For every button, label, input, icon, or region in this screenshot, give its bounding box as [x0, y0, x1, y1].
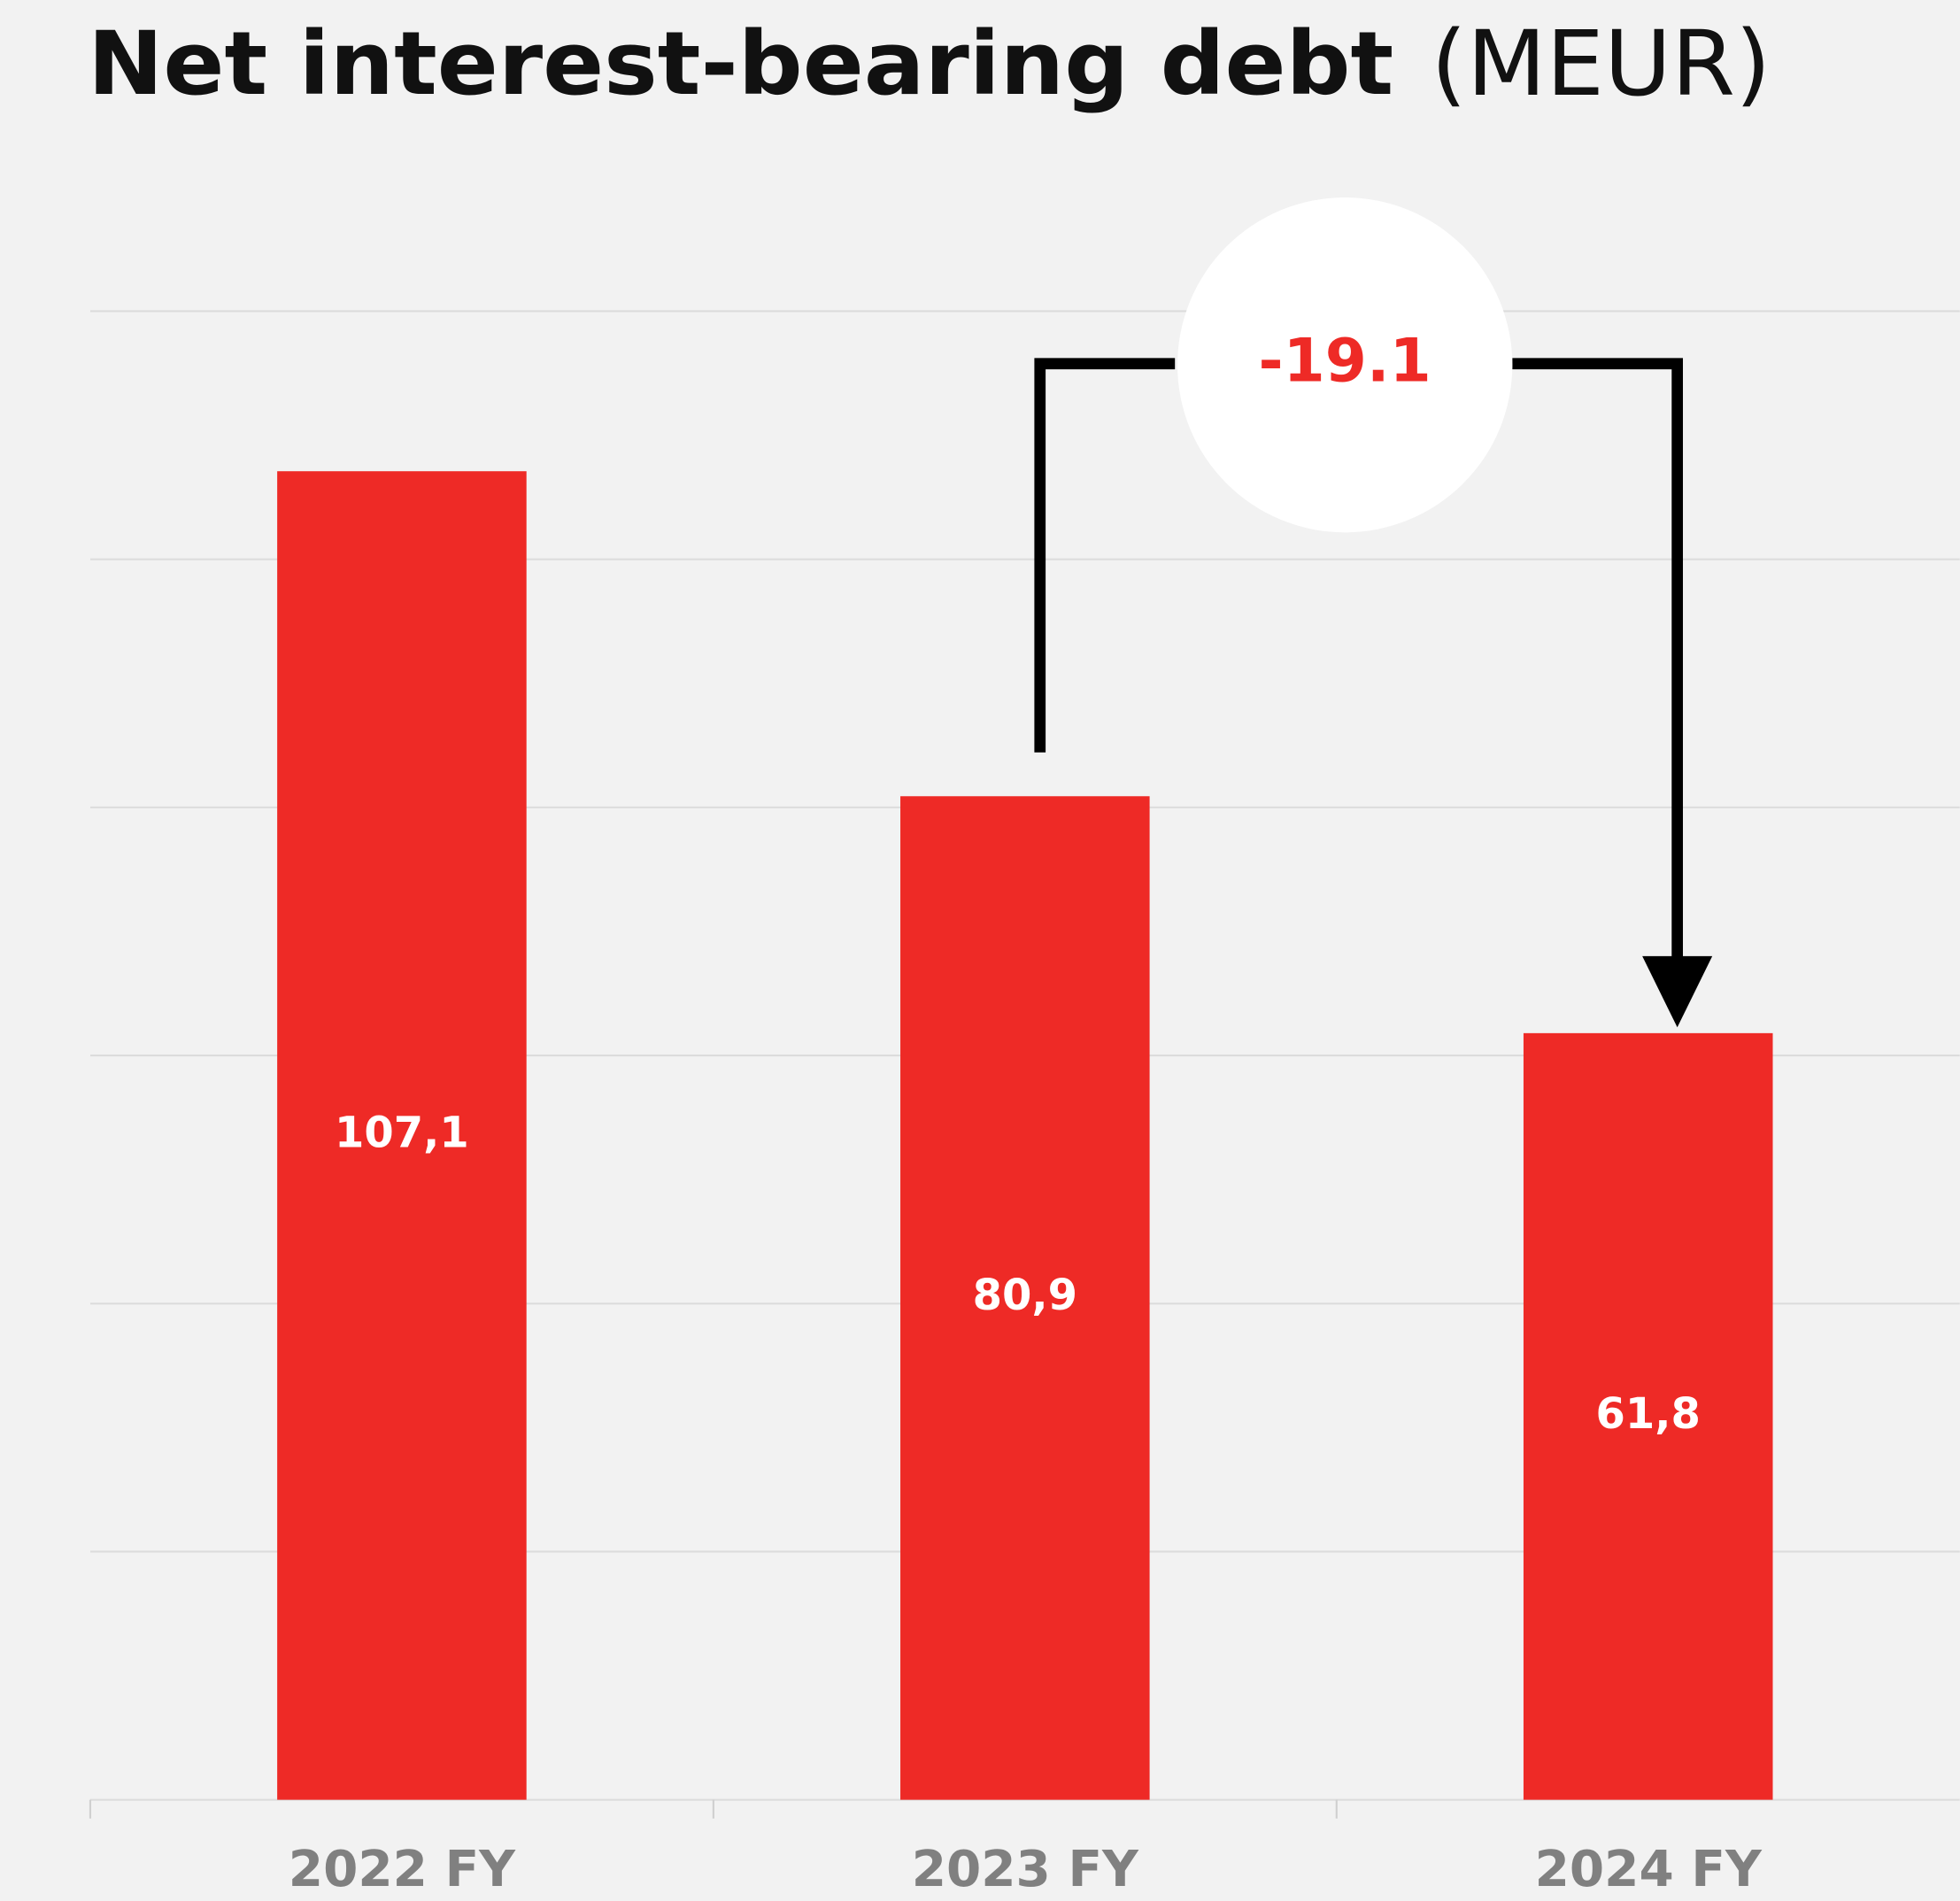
annotation-circle [1177, 197, 1513, 533]
change-annotation: -19.1 [1034, 197, 1713, 1028]
arrow-line [1034, 358, 1176, 753]
bar [277, 471, 527, 1800]
bars: 107,1 80,9 61,8 [277, 471, 1773, 1800]
arrow-head [1642, 955, 1713, 1028]
value-label: 80,9 [973, 1271, 1077, 1320]
arrow-line [1512, 358, 1684, 962]
x-tick-label: 2023 FY [912, 1841, 1139, 1898]
x-tick-label: 2024 FY [1535, 1841, 1763, 1898]
value-label: 61,8 [1596, 1389, 1701, 1439]
chart-title-unit: (MEUR) [1431, 12, 1771, 116]
bar [900, 796, 1150, 1800]
value-label: 107,1 [335, 1108, 469, 1157]
x-tick-label: 2022 FY [289, 1841, 516, 1898]
bar [1523, 1032, 1773, 1800]
chart-title: Net interest-bearing debt [88, 13, 1393, 115]
annotation-text: -19.1 [1259, 326, 1431, 396]
